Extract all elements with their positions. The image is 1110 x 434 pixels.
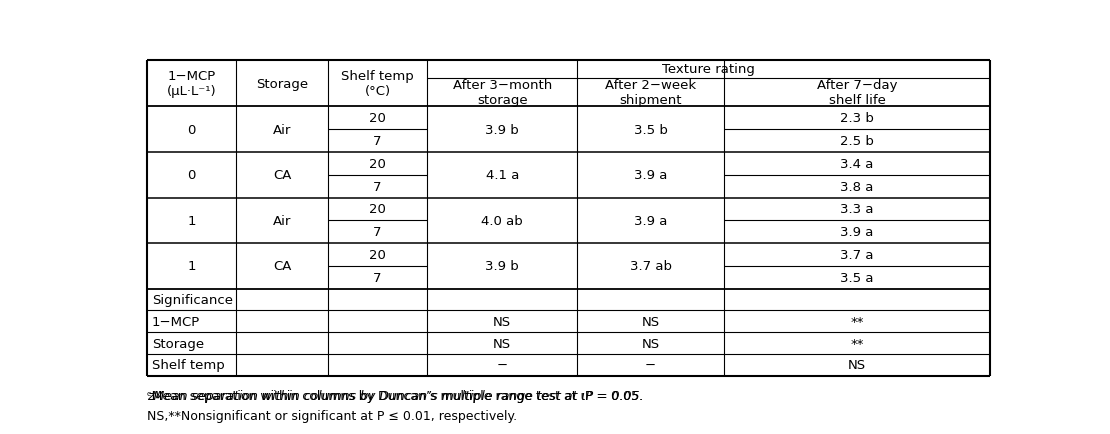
Text: 2.5 b: 2.5 b	[840, 135, 874, 148]
Text: NS: NS	[493, 337, 512, 350]
Text: 20: 20	[369, 248, 386, 261]
Text: 3.9 a: 3.9 a	[634, 214, 667, 227]
Text: 20: 20	[369, 203, 386, 216]
Text: 3.9 a: 3.9 a	[840, 226, 874, 239]
Text: 0: 0	[188, 169, 195, 182]
Text: Air: Air	[273, 214, 291, 227]
Text: 0: 0	[188, 123, 195, 136]
Text: **: **	[850, 337, 864, 350]
Text: After 3−month
storage: After 3−month storage	[453, 79, 552, 107]
Text: 3.9 a: 3.9 a	[634, 169, 667, 182]
Text: After 7−day
shelf life: After 7−day shelf life	[817, 79, 897, 107]
Text: 3.7 ab: 3.7 ab	[629, 260, 672, 273]
Text: Storage: Storage	[256, 77, 309, 90]
Text: CA: CA	[273, 260, 291, 273]
Text: Shelf temp: Shelf temp	[152, 358, 224, 372]
Text: 3.7 a: 3.7 a	[840, 248, 874, 261]
Text: 7: 7	[373, 226, 382, 239]
Text: After 2−week
shipment: After 2−week shipment	[605, 79, 696, 107]
Text: 2.3 b: 2.3 b	[840, 112, 874, 125]
Text: 3.5 a: 3.5 a	[840, 271, 874, 284]
Text: Air: Air	[273, 123, 291, 136]
Text: 3.3 a: 3.3 a	[840, 203, 874, 216]
Text: NS: NS	[642, 337, 659, 350]
Text: NS: NS	[493, 315, 512, 328]
Text: 3.4 a: 3.4 a	[840, 158, 874, 171]
Text: −: −	[496, 358, 507, 372]
Text: CA: CA	[273, 169, 291, 182]
Text: Shelf temp
(°C): Shelf temp (°C)	[341, 70, 414, 98]
Text: 20: 20	[369, 158, 386, 171]
Text: Significance: Significance	[152, 293, 233, 306]
Text: 3.9 b: 3.9 b	[485, 260, 519, 273]
Text: 3.9 b: 3.9 b	[485, 123, 519, 136]
Text: Texture rating: Texture rating	[663, 63, 755, 76]
Text: 1−MCP
(μL·L⁻¹): 1−MCP (μL·L⁻¹)	[166, 70, 216, 98]
Text: 7: 7	[373, 180, 382, 193]
Text: 3.8 a: 3.8 a	[840, 180, 874, 193]
Text: 1: 1	[188, 214, 195, 227]
Text: −: −	[645, 358, 656, 372]
Text: 7: 7	[373, 135, 382, 148]
Text: Storage: Storage	[152, 337, 204, 350]
Text: zMean separation within columns by Duncan’s multiple range test at ιΡ = 0.05.: zMean separation within columns by Dunca…	[148, 389, 644, 402]
Text: NS: NS	[848, 358, 866, 372]
Text: 20: 20	[369, 112, 386, 125]
Text: 1−MCP: 1−MCP	[152, 315, 200, 328]
Text: ᶜMean separation within columns by Duncan’s multiple range test at ιΡ = 0.05.: ᶜMean separation within columns by Dunca…	[148, 389, 644, 402]
Text: 4.1 a: 4.1 a	[485, 169, 518, 182]
Text: 1: 1	[188, 260, 195, 273]
Text: 4.0 ab: 4.0 ab	[482, 214, 523, 227]
Text: **: **	[850, 315, 864, 328]
Text: NS: NS	[642, 315, 659, 328]
Text: 3.5 b: 3.5 b	[634, 123, 667, 136]
Text: NS,**Nonsignificant or significant at P ≤ 0.01, respectively.: NS,**Nonsignificant or significant at P …	[148, 409, 517, 422]
Text: 7: 7	[373, 271, 382, 284]
